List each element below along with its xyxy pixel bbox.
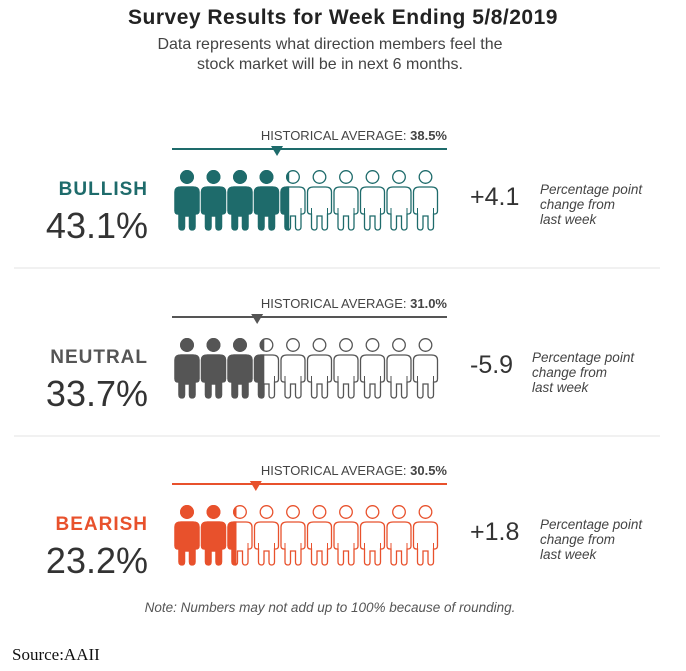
change-caption-line: Percentage point: [540, 182, 643, 197]
historical-average-value: 38.5%: [410, 128, 447, 143]
person-icon: [386, 170, 412, 231]
historical-average-marker: [271, 146, 284, 156]
historical-average-marker: [251, 314, 264, 324]
person-icon: [412, 170, 439, 231]
source-credit: Source:AAII: [12, 645, 100, 664]
row-neutral: NEUTRAL 33.7% HISTORICAL AVERAGE: 31.0% -5.…: [14, 296, 660, 437]
subtitle-line-2: stock market will be in next 6 months.: [197, 56, 463, 73]
person-icon: [333, 505, 359, 566]
change-caption-line: Percentage point: [532, 350, 635, 365]
subtitle-line-1: Data represents what direction members f…: [157, 36, 503, 53]
value-label: 23.2%: [46, 540, 148, 581]
filled-portion: [174, 505, 237, 566]
change-caption-line: last week: [540, 547, 598, 562]
person-icon: [412, 505, 439, 566]
change-caption-line: change from: [532, 365, 607, 380]
person-icon: [280, 505, 306, 566]
change-value: +4.1: [470, 183, 519, 211]
person-icon: [306, 170, 333, 231]
category-label: NEUTRAL: [50, 347, 148, 368]
change-value: +1.8: [470, 518, 519, 546]
person-icon: [359, 505, 386, 566]
person-icon: [359, 170, 386, 231]
historical-average-label: HISTORICAL AVERAGE: 38.5%: [261, 128, 448, 143]
historical-average-label: HISTORICAL AVERAGE: 31.0%: [261, 296, 448, 311]
historical-average-label: HISTORICAL AVERAGE: 30.5%: [261, 463, 448, 478]
change-caption-line: change from: [540, 532, 615, 547]
change-caption-line: last week: [540, 212, 598, 227]
person-icon: [386, 338, 412, 399]
chart-title: Survey Results for Week Ending 5/8/2019: [128, 6, 558, 29]
change-value: -5.9: [470, 351, 513, 379]
person-icon: [306, 505, 333, 566]
category-label: BULLISH: [59, 179, 148, 200]
row-bearish: BEARISH 23.2% HISTORICAL AVERAGE: 30.5% +1.…: [46, 463, 643, 581]
category-label: BEARISH: [55, 514, 148, 535]
change-caption-line: Percentage point: [540, 517, 643, 532]
person-icon: [306, 338, 333, 399]
historical-average-value: 31.0%: [410, 296, 447, 311]
person-icon: [333, 338, 359, 399]
rounding-note: Note: Numbers may not add up to 100% bec…: [144, 600, 516, 615]
value-label: 43.1%: [46, 205, 148, 246]
filled-portion: [174, 170, 290, 231]
value-label: 33.7%: [46, 373, 148, 414]
row-bullish: BULLISH 43.1% HISTORICAL AVERAGE: 38.5% +4.…: [14, 128, 660, 269]
person-icon: [253, 505, 280, 566]
person-icon: [333, 170, 359, 231]
change-caption-line: last week: [532, 380, 590, 395]
change-caption-line: change from: [540, 197, 615, 212]
person-icon: [412, 338, 439, 399]
historical-average-marker: [249, 481, 262, 491]
person-icon: [386, 505, 412, 566]
person-icon: [280, 338, 306, 399]
filled-portion: [174, 338, 265, 399]
person-icon: [359, 338, 386, 399]
historical-average-value: 30.5%: [410, 463, 447, 478]
